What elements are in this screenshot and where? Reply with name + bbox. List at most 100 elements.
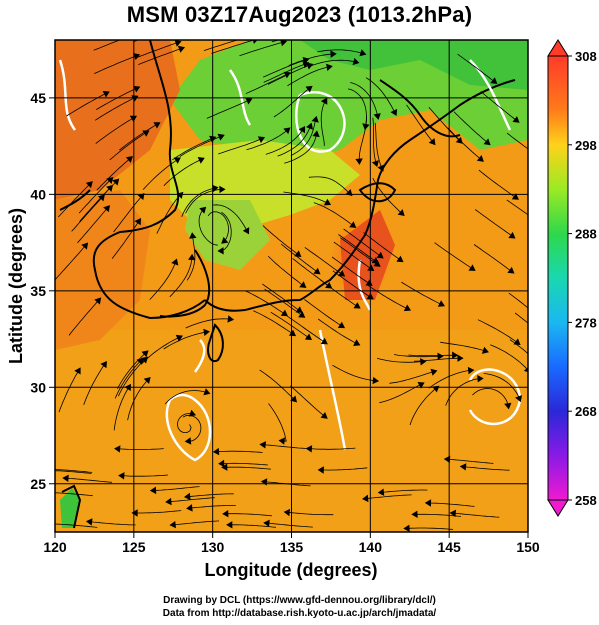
streamline xyxy=(55,523,98,528)
x-tick-label: 130 xyxy=(201,539,225,555)
streamline xyxy=(198,207,218,246)
streamline-arrow xyxy=(173,157,181,164)
streamline-arrow xyxy=(294,250,302,258)
streamline-arrow xyxy=(298,126,306,134)
streamline-arrow xyxy=(112,178,120,186)
streamline xyxy=(506,199,528,216)
x-tick-label: 120 xyxy=(43,539,67,555)
coastlines xyxy=(59,40,516,529)
contour-lines xyxy=(58,59,522,462)
streamline xyxy=(453,111,491,146)
streamline xyxy=(222,513,272,517)
streamline xyxy=(265,126,306,155)
x-tick-label: 150 xyxy=(516,539,540,555)
streamline xyxy=(185,318,234,329)
streamline-arrow xyxy=(396,255,404,263)
streamline-arrow xyxy=(304,333,313,341)
streamline-arrow xyxy=(541,223,547,228)
streamline-arrow xyxy=(43,468,48,474)
streamline xyxy=(440,341,489,353)
streamline xyxy=(428,369,474,389)
streamline-arrow xyxy=(283,508,291,517)
streamline xyxy=(290,385,328,419)
streamline-arrow xyxy=(511,193,519,200)
chart-title: MSM 03Z17Aug2023 (1013.2hPa) xyxy=(126,2,473,27)
streamline xyxy=(170,520,220,526)
y-tick-label: 45 xyxy=(30,90,46,106)
streamline xyxy=(320,97,328,147)
streamline xyxy=(55,469,93,473)
streamline xyxy=(114,448,164,450)
streamline-arrow xyxy=(81,242,89,250)
streamline xyxy=(94,54,140,74)
streamline-arrow xyxy=(295,306,303,313)
streamline xyxy=(264,288,305,318)
streamline xyxy=(444,458,494,464)
streamline-arrow xyxy=(353,339,361,346)
streamline xyxy=(447,127,484,162)
streamline-arrow xyxy=(280,309,288,317)
streamline-arrow xyxy=(449,509,457,518)
streamline xyxy=(127,377,151,421)
streamline-arrow xyxy=(134,32,140,38)
streamline-arrow xyxy=(541,319,547,325)
streamline-arrow xyxy=(175,24,181,30)
streamline-arrow xyxy=(320,411,328,419)
streamline-arrow xyxy=(165,497,172,506)
streamline xyxy=(218,462,268,466)
streamline-arrow xyxy=(315,30,320,36)
streamline xyxy=(331,256,373,286)
streamline-arrow xyxy=(323,198,332,206)
streamline xyxy=(457,53,498,84)
streamline-arrow xyxy=(74,367,81,375)
streamline xyxy=(379,382,425,404)
streamline-arrow xyxy=(290,395,298,403)
streamline-arrow xyxy=(186,504,193,512)
streamline xyxy=(163,331,210,350)
streamline xyxy=(262,225,302,257)
streamline xyxy=(362,494,412,500)
streamline xyxy=(184,493,234,498)
streamline xyxy=(313,202,356,228)
streamline-arrow xyxy=(114,445,121,453)
streamline-arrow xyxy=(85,181,93,189)
streamline-arrow xyxy=(540,367,545,373)
streamline-arrow xyxy=(48,521,53,527)
streamline-arrow xyxy=(131,509,138,517)
colorbar-bottom-arrow xyxy=(547,499,569,517)
streamline xyxy=(63,477,112,483)
streamline-arrow xyxy=(94,297,102,305)
streamline xyxy=(207,211,229,244)
streamline-arrow xyxy=(222,509,229,518)
streamline-arrow xyxy=(103,205,111,213)
streamline xyxy=(83,361,107,405)
streamline-arrow xyxy=(541,157,547,162)
streamline xyxy=(260,444,310,450)
streamline xyxy=(409,385,440,426)
streamline xyxy=(490,344,528,371)
streamline xyxy=(267,255,307,288)
streamline xyxy=(163,157,205,186)
streamline xyxy=(142,157,181,190)
streamline xyxy=(372,117,378,167)
streamline xyxy=(365,77,397,116)
streamline-arrow xyxy=(507,266,515,274)
streamline xyxy=(182,414,202,442)
streamline xyxy=(483,373,521,402)
streamline-arrow xyxy=(169,520,176,529)
x-tick-label: 125 xyxy=(122,539,146,555)
y-tick-label: 25 xyxy=(30,476,46,492)
streamline-arrow xyxy=(483,138,491,146)
streamline-arrow xyxy=(199,206,207,214)
streamline xyxy=(343,228,384,259)
streamline xyxy=(273,85,313,118)
streamline xyxy=(118,356,148,397)
streamline-arrow xyxy=(171,258,179,266)
streamline xyxy=(134,41,181,59)
streamline-arrow xyxy=(226,521,233,529)
streamline xyxy=(350,82,379,120)
streamline-arrow xyxy=(306,62,314,70)
streamline xyxy=(317,318,360,346)
streamline-arrow xyxy=(305,445,313,453)
streamline-arrow xyxy=(424,499,432,507)
